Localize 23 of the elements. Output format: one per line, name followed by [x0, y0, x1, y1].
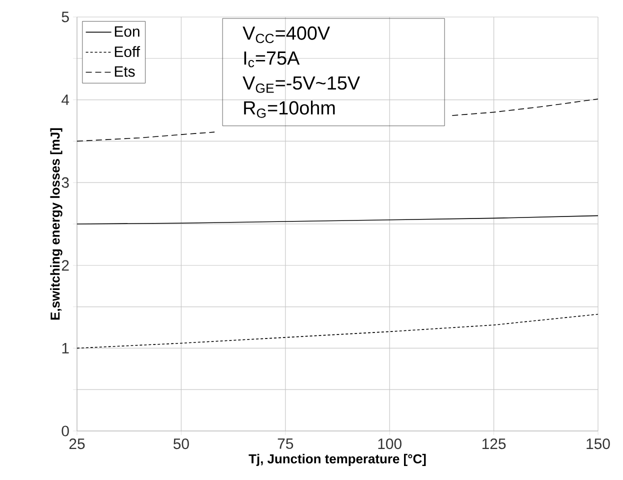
y-tick-label: 3	[62, 177, 69, 188]
annotation: I$_{c}$=75A	[244, 52, 300, 68]
x-tick-label: 125	[482, 438, 506, 450]
y-tick-label: 2	[62, 260, 69, 271]
line-series	[77, 314, 598, 349]
legend-label: Eoff	[114, 46, 140, 58]
y-tick-label: 4	[62, 94, 70, 105]
legend-label: Ets	[114, 66, 135, 77]
x-tick-label: 50	[173, 438, 189, 450]
y-axis-title: E,switching energy losses [mJ]	[50, 128, 62, 320]
x-tick-label: 25	[69, 438, 85, 450]
y-tick-label: 5	[62, 12, 69, 22]
line-series	[77, 215, 598, 224]
x-tick-label: 100	[378, 438, 402, 450]
x-axis-title: Tj, Junction temperature [°C]	[248, 454, 426, 466]
y-tick-label: 0	[62, 426, 69, 436]
annotation: V$_{CC}$=400V	[242, 26, 330, 44]
annotation: V$_{GE}$=-5V~15V	[242, 76, 360, 93]
x-tick-label: 75	[278, 438, 294, 449]
legend-label: Eon	[114, 26, 140, 37]
annotation: R$_{G}$=10ohm	[244, 100, 335, 118]
y-tick-label: 1	[62, 343, 69, 354]
x-tick-label: 150	[586, 438, 610, 450]
